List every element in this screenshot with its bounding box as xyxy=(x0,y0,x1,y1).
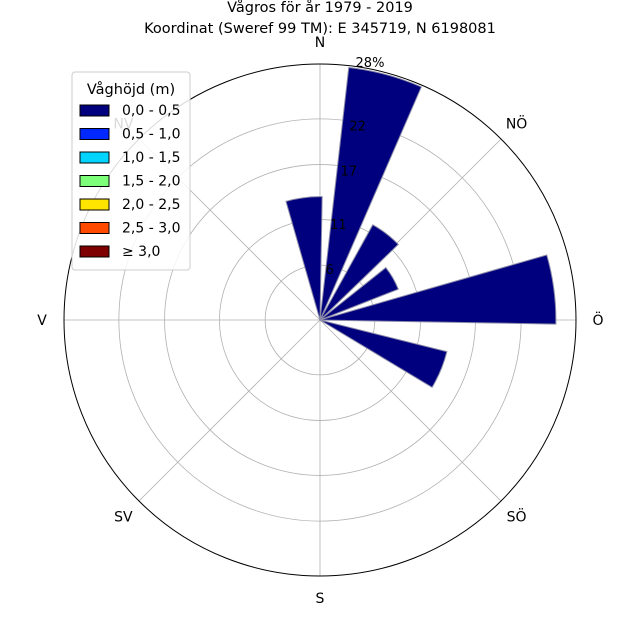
legend-swatch-3 xyxy=(79,175,110,187)
direction-label-3: SÖ xyxy=(507,508,527,526)
radial-tick-label-3: 22 xyxy=(349,119,366,134)
sector-0-5 xyxy=(319,319,448,389)
legend: Våghöjd (m) 0,0 - 0,5 0,5 - 1,0 1,0 - 1,5 1,… xyxy=(71,71,191,271)
legend-label-6: ≥ 3,0 xyxy=(122,244,160,260)
sector-0-2 xyxy=(319,224,399,321)
grid-spoke-5 xyxy=(138,319,321,502)
direction-label-6: V xyxy=(37,313,47,329)
radial-tick-labels: 6 11 17 22 28% xyxy=(326,56,385,278)
wave-sectors xyxy=(285,66,557,389)
sector-0-1 xyxy=(319,66,423,321)
radial-tick-label-2: 17 xyxy=(341,164,358,179)
sector-0-0 xyxy=(285,196,323,321)
radial-tick-label-1: 11 xyxy=(330,218,347,233)
direction-label-5: SV xyxy=(114,510,133,526)
legend-swatch-4 xyxy=(79,198,110,211)
direction-label-1: NÖ xyxy=(506,114,528,132)
legend-label-0: 0,0 - 0,5 xyxy=(122,103,180,119)
legend-label-4: 2,0 - 2,5 xyxy=(122,197,180,213)
direction-label-2: Ö xyxy=(592,311,603,329)
chart-title-line-2: Koordinat (Sweref 99 TM): E 345719, N 61… xyxy=(144,21,496,37)
legend-label-2: 1,0 - 1,5 xyxy=(122,150,180,166)
sector-0-4 xyxy=(319,254,557,325)
chart-title-line-1: Vågros för år 1979 - 2019 xyxy=(227,0,413,16)
legend-box xyxy=(71,71,191,271)
direction-label-0: N xyxy=(315,35,325,51)
radial-tick-label-4: 28% xyxy=(356,56,385,71)
radial-tick-label-0: 6 xyxy=(326,263,334,278)
legend-label-3: 1,5 - 2,0 xyxy=(122,174,180,190)
outer-frame-circle xyxy=(63,63,577,577)
legend-swatch-6 xyxy=(79,245,110,258)
legend-swatch-1 xyxy=(79,128,110,140)
legend-title: Våghöjd (m) xyxy=(87,81,175,98)
direction-label-4: S xyxy=(316,591,325,607)
legend-label-1: 0,5 - 1,0 xyxy=(122,127,180,143)
legend-label-5: 2,5 - 3,0 xyxy=(122,221,180,237)
grid-spoke-3 xyxy=(319,319,502,502)
legend-swatch-2 xyxy=(79,151,110,164)
legend-swatch-0 xyxy=(79,104,110,117)
polar-grid xyxy=(63,63,577,577)
sector-0-3 xyxy=(319,266,399,321)
legend-swatch-5 xyxy=(79,222,110,234)
